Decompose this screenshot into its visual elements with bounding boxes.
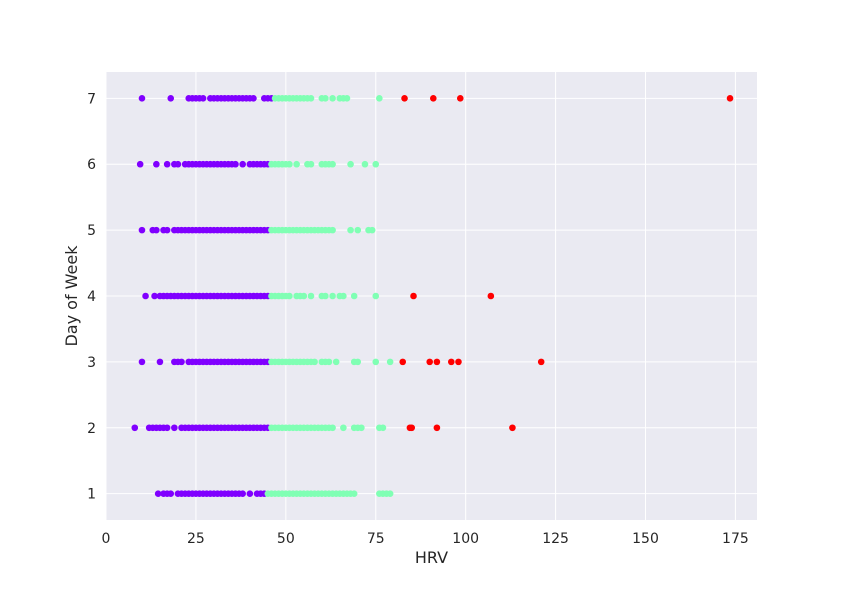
data-point bbox=[167, 490, 175, 497]
data-point bbox=[167, 95, 175, 102]
data-point bbox=[232, 160, 239, 168]
data-point bbox=[399, 358, 407, 366]
data-point bbox=[325, 358, 333, 366]
data-point bbox=[350, 292, 358, 300]
data-point bbox=[537, 358, 545, 366]
data-point bbox=[307, 292, 315, 300]
x-tick-label: 50 bbox=[277, 531, 295, 547]
data-point bbox=[163, 424, 171, 432]
data-points bbox=[131, 95, 734, 497]
data-point bbox=[358, 424, 365, 432]
y-tick-label: 2 bbox=[87, 421, 96, 437]
data-point bbox=[311, 358, 318, 366]
data-point bbox=[307, 95, 315, 102]
x-tick-labels: 0 25 50 75 100 125 150 175 bbox=[102, 531, 749, 547]
y-tick-label: 7 bbox=[87, 91, 96, 107]
data-point bbox=[154, 490, 162, 497]
data-point bbox=[151, 292, 158, 300]
data-point bbox=[347, 226, 354, 234]
data-point bbox=[426, 358, 434, 366]
data-point bbox=[386, 358, 394, 366]
data-point bbox=[376, 95, 383, 102]
data-point bbox=[354, 226, 362, 234]
data-point bbox=[307, 160, 315, 168]
data-point bbox=[347, 160, 354, 168]
data-point bbox=[386, 490, 394, 497]
data-point bbox=[138, 226, 146, 234]
data-point bbox=[401, 95, 408, 102]
data-point bbox=[509, 424, 516, 432]
data-point bbox=[153, 160, 160, 168]
data-point bbox=[199, 95, 207, 102]
data-point bbox=[250, 95, 257, 102]
data-point bbox=[410, 292, 417, 300]
data-point bbox=[138, 358, 146, 366]
data-point bbox=[433, 358, 441, 366]
x-tick-label: 125 bbox=[542, 531, 569, 547]
data-point bbox=[487, 292, 495, 300]
data-point bbox=[142, 292, 149, 300]
data-point bbox=[239, 490, 246, 497]
data-point bbox=[429, 95, 437, 102]
y-tick-label: 1 bbox=[87, 487, 96, 503]
data-point bbox=[156, 358, 164, 366]
data-point bbox=[372, 160, 380, 168]
data-point bbox=[329, 95, 336, 102]
data-point bbox=[354, 358, 362, 366]
x-tick-label: 0 bbox=[102, 531, 111, 547]
data-point bbox=[300, 292, 308, 300]
x-tick-label: 100 bbox=[452, 531, 479, 547]
data-point bbox=[178, 358, 185, 366]
data-point bbox=[433, 424, 441, 432]
y-tick-label: 4 bbox=[87, 289, 96, 305]
data-point bbox=[163, 160, 171, 168]
data-point bbox=[372, 292, 380, 300]
data-point bbox=[322, 95, 329, 102]
data-point bbox=[340, 424, 347, 432]
data-point bbox=[329, 292, 336, 300]
data-point bbox=[340, 292, 347, 300]
data-point bbox=[456, 95, 464, 102]
data-point bbox=[329, 424, 336, 432]
data-point bbox=[293, 160, 300, 168]
data-point bbox=[246, 490, 254, 497]
data-point bbox=[163, 226, 171, 234]
data-point bbox=[329, 160, 336, 168]
data-point bbox=[379, 424, 387, 432]
data-point bbox=[286, 292, 293, 300]
data-point bbox=[239, 160, 246, 168]
data-point bbox=[286, 160, 293, 168]
x-tick-label: 25 bbox=[187, 531, 205, 547]
y-tick-label: 3 bbox=[87, 355, 96, 371]
data-point bbox=[350, 490, 358, 497]
x-tick-label: 175 bbox=[722, 531, 749, 547]
y-tick-label: 6 bbox=[87, 157, 96, 173]
data-point bbox=[408, 424, 416, 432]
data-point bbox=[171, 424, 178, 432]
data-point bbox=[131, 424, 139, 432]
data-point bbox=[343, 95, 351, 102]
data-point bbox=[322, 292, 329, 300]
data-point bbox=[361, 160, 369, 168]
y-tick-label: 5 bbox=[87, 223, 96, 239]
x-axis-label: HRV bbox=[415, 548, 448, 567]
x-tick-label: 75 bbox=[367, 531, 385, 547]
data-point bbox=[153, 226, 160, 234]
y-tick-labels: 1 2 3 4 5 6 7 bbox=[87, 91, 96, 502]
data-point bbox=[136, 160, 144, 168]
data-point bbox=[368, 226, 376, 234]
data-point bbox=[372, 358, 380, 366]
data-point bbox=[332, 358, 340, 366]
data-point bbox=[447, 358, 455, 366]
x-tick-label: 150 bbox=[632, 531, 659, 547]
data-point bbox=[329, 226, 336, 234]
data-point bbox=[455, 358, 462, 366]
data-point bbox=[174, 160, 182, 168]
data-point bbox=[138, 95, 146, 102]
data-point bbox=[726, 95, 734, 102]
y-axis-label: Day of Week bbox=[62, 245, 81, 347]
